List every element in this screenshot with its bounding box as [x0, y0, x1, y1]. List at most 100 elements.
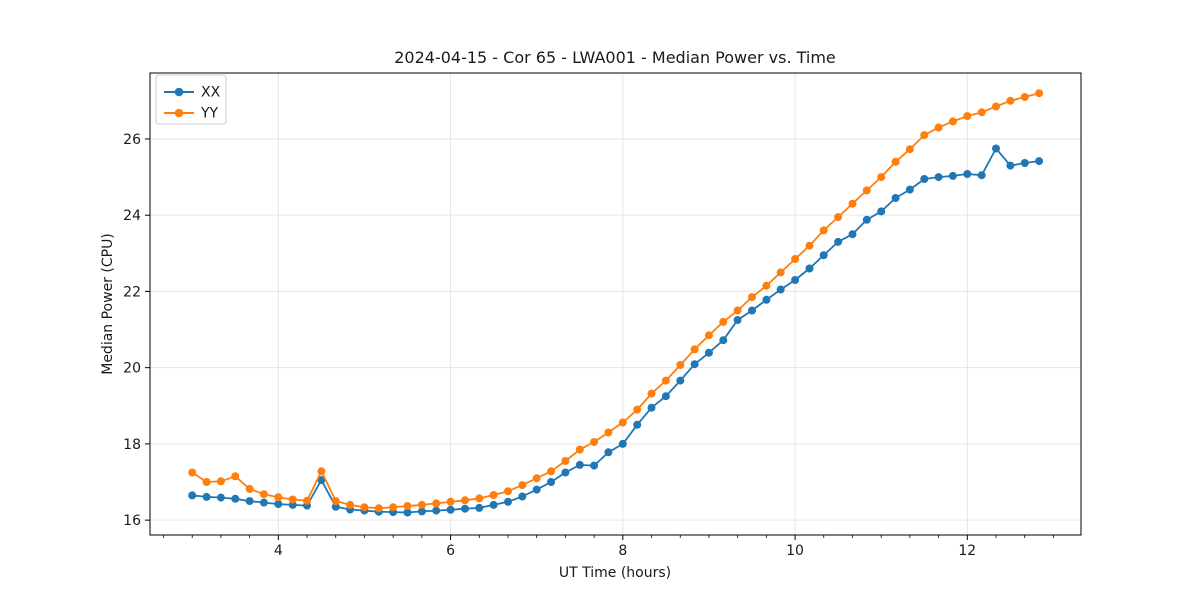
series-yy-marker	[934, 123, 943, 132]
legend-label-yy: YY	[200, 106, 219, 122]
series-yy-marker	[274, 493, 283, 502]
series-xx-marker	[647, 403, 656, 412]
series-xx-marker	[977, 171, 986, 180]
series-yy-marker	[1035, 89, 1044, 98]
series-xx-marker	[188, 491, 197, 500]
series-yy-marker	[733, 306, 742, 315]
series-xx-marker	[963, 170, 972, 178]
series-yy-marker	[834, 213, 843, 222]
legend-frame	[155, 74, 227, 125]
series-yy-marker	[590, 438, 599, 446]
x-axis-label: UT Time (hours)	[559, 565, 671, 581]
series-yy-marker	[633, 405, 642, 414]
series-yy-marker	[188, 468, 197, 477]
series-yy-marker	[303, 496, 311, 505]
series-yy-marker	[403, 502, 412, 510]
series-yy-marker	[547, 467, 556, 476]
series-xx-marker	[704, 348, 713, 357]
series-yy-marker	[719, 317, 728, 326]
series-xx-marker	[920, 175, 929, 183]
series-xx-marker	[776, 285, 785, 294]
series-yy-marker	[489, 491, 498, 499]
series-xx-marker	[216, 493, 225, 502]
series-xx-marker	[518, 492, 527, 501]
series-xx-marker	[834, 237, 843, 246]
series-xx-marker	[934, 173, 943, 182]
grid-layer	[150, 73, 1081, 535]
series-yy-marker	[690, 345, 699, 354]
series-yy-marker	[647, 389, 656, 398]
y-tick-label: 26	[123, 132, 141, 148]
series-yy-marker	[317, 467, 326, 476]
series-yy-marker	[504, 487, 512, 496]
series-xx-line	[192, 147, 1040, 514]
series-yy-marker	[992, 102, 1000, 111]
series-xx-marker	[992, 144, 1000, 153]
series-yy-marker	[877, 173, 886, 182]
series-yy-marker	[432, 499, 441, 508]
series-yy-marker	[331, 497, 340, 506]
series-yy-marker	[475, 494, 484, 503]
series-yy-marker	[848, 199, 857, 208]
series-xx-marker	[604, 448, 613, 457]
series-layer	[188, 89, 1044, 517]
series-xx-marker	[259, 498, 268, 507]
series-yy-marker	[288, 495, 297, 504]
series-yy-line	[191, 92, 1040, 510]
series-yy-marker	[216, 477, 225, 486]
series-xx-marker	[748, 306, 756, 315]
series-yy-marker	[417, 500, 426, 509]
series-xx-marker	[331, 502, 340, 511]
series-yy-marker	[1020, 93, 1029, 101]
series-xx-marker	[403, 508, 412, 517]
series-xx-marker	[245, 497, 254, 506]
series-xx-marker	[417, 507, 426, 516]
series-xx-marker	[504, 497, 512, 506]
series-yy-marker	[791, 255, 800, 263]
series-yy-marker	[618, 418, 627, 427]
series-xx-marker	[661, 392, 670, 401]
series-xx-marker	[202, 492, 211, 501]
series-yy-marker	[461, 496, 469, 505]
series-yy-marker	[762, 281, 771, 290]
series-yy-marker	[963, 112, 972, 121]
series-yy-marker	[446, 497, 455, 506]
series-xx-marker	[461, 504, 469, 513]
series-yy-marker	[604, 428, 613, 437]
legend-sample-marker-yy	[174, 108, 184, 118]
series-yy-marker	[948, 117, 957, 126]
series-yy-marker	[1006, 96, 1015, 105]
y-axis-label: Median Power (CPU)	[100, 233, 116, 375]
y-tick-label: 18	[123, 437, 141, 453]
series-xx-marker	[489, 500, 498, 509]
tick-layer	[145, 138, 1054, 540]
series-xx-marker	[317, 476, 326, 485]
series-xx-marker	[1006, 161, 1015, 170]
plot-area-border	[149, 72, 1082, 536]
x-tick-label: 6	[446, 543, 455, 559]
series-xx-marker	[905, 185, 914, 194]
y-tick-label: 24	[123, 208, 141, 224]
chart-title: 2024-04-15 - Cor 65 - LWA001 - Median Po…	[394, 48, 836, 67]
series-xx-marker	[618, 439, 627, 448]
x-tick-label: 12	[958, 543, 976, 559]
series-xx-marker	[231, 494, 240, 503]
series-yy-marker	[259, 490, 268, 499]
x-tick-label: 8	[618, 543, 627, 559]
x-tick-label: 10	[786, 543, 804, 559]
series-xx-marker	[733, 316, 742, 324]
series-yy-marker	[374, 504, 383, 513]
series-xx-marker	[561, 468, 570, 477]
series-yy-marker	[862, 186, 871, 195]
series-xx-marker	[575, 460, 584, 469]
y-tick-label: 22	[123, 284, 141, 300]
series-yy-marker	[518, 481, 527, 490]
series-xx-marker	[633, 420, 642, 429]
tick-label-layer: 4 6 8 10 12 16 18 20 22 24 26	[123, 132, 976, 559]
series-xx-marker	[819, 251, 828, 260]
series-yy-marker	[346, 500, 355, 509]
series-yy-marker	[676, 361, 685, 369]
series-xx-marker	[274, 500, 283, 509]
series-xx-marker	[877, 207, 886, 216]
series-xx-marker	[719, 336, 728, 345]
